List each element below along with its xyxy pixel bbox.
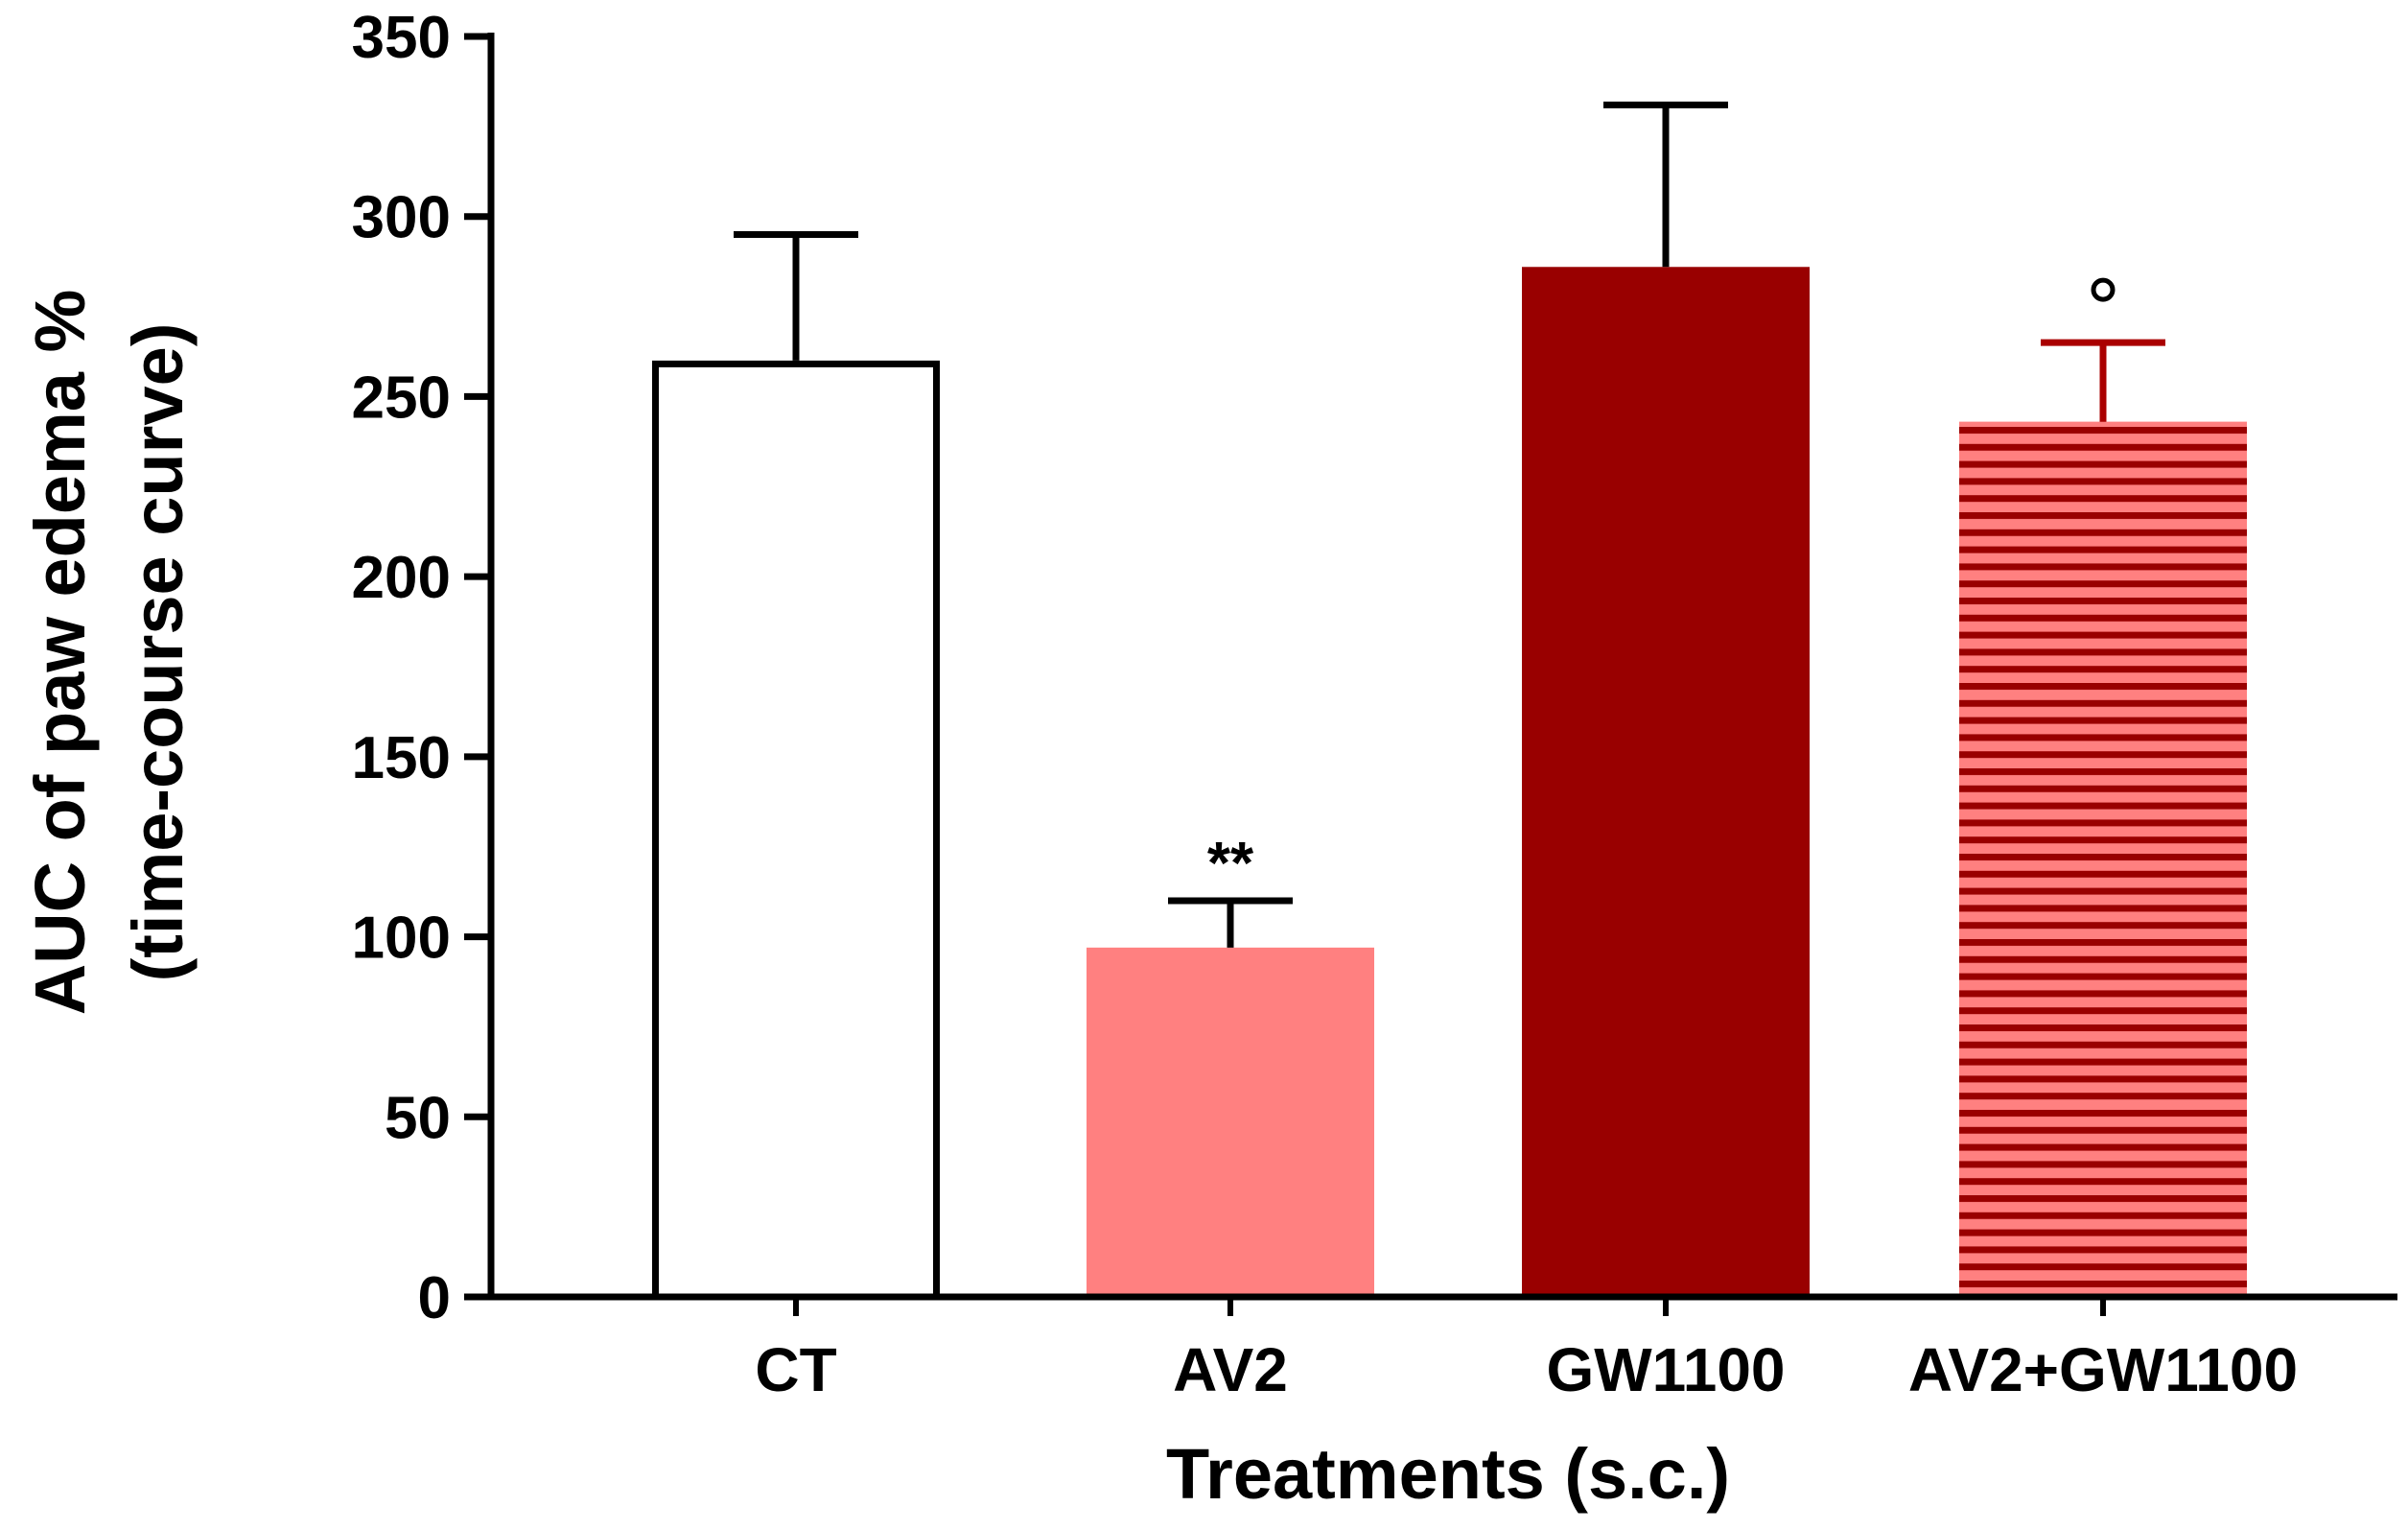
y-tick-label: 200 [352,545,451,611]
bars-layer [652,267,2247,1301]
axes-layer [464,33,2397,1316]
y-tick-label: 150 [352,725,451,791]
error-bars-layer [734,101,2165,948]
x-tick-label: GW1100 [1546,1335,1785,1404]
bar-av2-gw1100 [1959,421,2247,1297]
x-tick-label: AV2 [1173,1335,1288,1404]
x-tick-label: AV2+GW1100 [1908,1335,2298,1404]
y-tick-label: 350 [352,5,451,71]
significance-degree-mark [2091,277,2116,302]
bar-av2 [1087,947,1374,1297]
labels-layer: CT ** AV2 GW1100 AV2+GW1100 0 50 100 150 200 250 30… [352,5,2299,1404]
x-axis-title: Treatments (s.c.) [1166,1434,1730,1514]
y-tick-label: 300 [352,185,451,251]
y-tick-label: 100 [352,906,451,972]
significance-annotation: ** [1207,831,1254,897]
bar-ct [652,360,940,1301]
y-tick-label: 0 [418,1265,451,1331]
y-axis-title-line1: AUC of paw edema % [20,290,100,1016]
y-tick-label: 250 [352,365,451,431]
y-tick-label: 50 [385,1085,451,1151]
bar-gw1100 [1522,267,1810,1301]
x-tick-label: CT [755,1335,836,1404]
y-axis-title-line2: (time-course curve) [118,323,198,982]
